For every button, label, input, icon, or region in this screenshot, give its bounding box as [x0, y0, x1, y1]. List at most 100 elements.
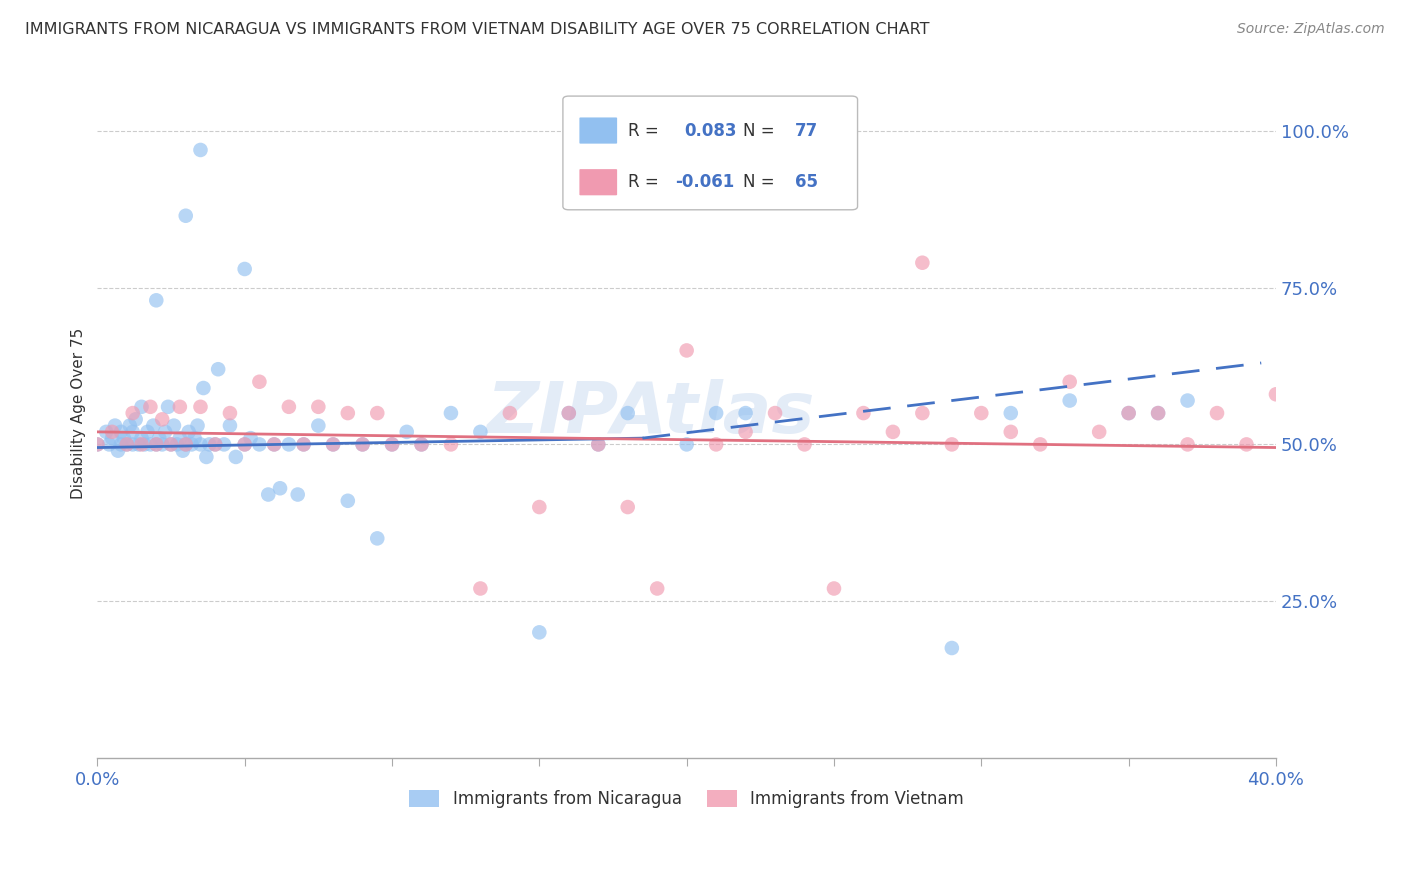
Point: [1236, 437, 1258, 451]
Point: [366, 406, 388, 420]
Point: [307, 418, 329, 433]
Point: [233, 262, 256, 277]
Point: [336, 493, 359, 508]
Point: [970, 406, 993, 420]
Point: [1059, 393, 1081, 408]
Point: [212, 437, 235, 451]
Point: [107, 443, 129, 458]
Text: N =: N =: [744, 173, 780, 191]
Point: [121, 406, 143, 420]
Point: [882, 425, 904, 439]
Point: [381, 437, 404, 451]
Point: [529, 625, 551, 640]
Point: [269, 481, 291, 495]
Point: [704, 437, 727, 451]
Point: [101, 425, 124, 439]
Text: 0.083: 0.083: [685, 121, 737, 139]
Point: [911, 256, 934, 270]
Point: [645, 582, 668, 596]
Point: [793, 437, 815, 451]
Point: [145, 437, 167, 451]
Point: [128, 437, 150, 451]
Point: [160, 437, 183, 451]
Text: IMMIGRANTS FROM NICARAGUA VS IMMIGRANTS FROM VIETNAM DISABILITY AGE OVER 75 CORR: IMMIGRANTS FROM NICARAGUA VS IMMIGRANTS …: [25, 22, 929, 37]
Text: ZIPAtlas: ZIPAtlas: [486, 378, 815, 448]
Point: [675, 343, 697, 358]
Point: [1265, 387, 1288, 401]
Point: [852, 406, 875, 420]
Point: [219, 418, 242, 433]
Point: [675, 437, 697, 451]
Point: [233, 437, 256, 451]
Point: [157, 400, 180, 414]
Point: [204, 437, 226, 451]
Text: 77: 77: [794, 121, 818, 139]
Point: [763, 406, 786, 420]
Point: [160, 437, 183, 451]
Point: [823, 582, 845, 596]
Point: [263, 437, 285, 451]
Point: [190, 400, 212, 414]
Point: [150, 437, 173, 451]
Point: [1177, 437, 1199, 451]
Point: [101, 431, 124, 445]
Point: [145, 293, 167, 308]
Point: [174, 437, 197, 451]
Point: [136, 425, 159, 439]
Point: [558, 406, 581, 420]
Point: [352, 437, 374, 451]
Point: [440, 406, 463, 420]
Point: [118, 418, 141, 433]
Point: [174, 209, 197, 223]
Point: [1206, 406, 1229, 420]
Point: [239, 431, 262, 445]
Point: [207, 362, 229, 376]
Point: [233, 437, 256, 451]
Point: [470, 425, 492, 439]
Point: [163, 418, 186, 433]
Point: [142, 418, 165, 433]
Point: [1118, 406, 1140, 420]
Point: [186, 418, 208, 433]
Point: [121, 425, 143, 439]
Point: [529, 500, 551, 514]
Point: [153, 425, 176, 439]
Point: [366, 532, 388, 546]
Point: [150, 412, 173, 426]
Point: [115, 437, 138, 451]
Point: [734, 406, 756, 420]
Point: [112, 431, 135, 445]
Point: [96, 425, 118, 439]
Point: [131, 437, 153, 451]
Point: [104, 418, 127, 433]
Point: [121, 437, 143, 451]
Y-axis label: Disability Age Over 75: Disability Age Over 75: [72, 327, 86, 499]
Point: [336, 406, 359, 420]
Point: [616, 500, 638, 514]
Point: [193, 381, 215, 395]
Point: [1353, 406, 1375, 420]
Point: [352, 437, 374, 451]
Point: [180, 437, 202, 451]
Point: [263, 437, 285, 451]
Point: [198, 437, 221, 451]
Point: [148, 431, 170, 445]
Point: [131, 431, 153, 445]
Point: [411, 437, 433, 451]
Point: [1294, 425, 1316, 439]
Point: [704, 406, 727, 420]
Point: [110, 437, 132, 451]
Point: [219, 406, 242, 420]
Point: [190, 143, 212, 157]
Point: [172, 443, 194, 458]
Point: [249, 437, 271, 451]
Point: [1059, 375, 1081, 389]
Point: [1118, 406, 1140, 420]
Point: [558, 406, 581, 420]
Point: [195, 450, 218, 464]
Point: [225, 450, 247, 464]
Point: [1088, 425, 1111, 439]
Point: [134, 437, 156, 451]
Point: [1147, 406, 1170, 420]
FancyBboxPatch shape: [579, 169, 617, 195]
